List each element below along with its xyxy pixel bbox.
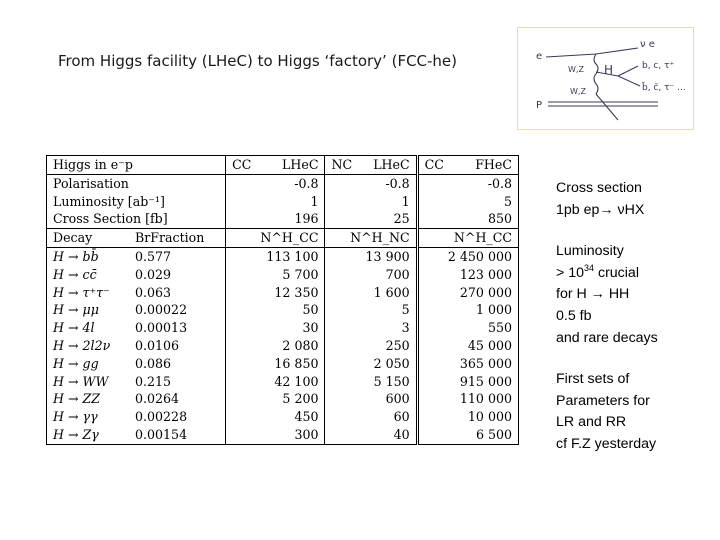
higgs-event-table: Higgs in e⁻p CC LHeC NC LHeC CC FHeC Polari… [46,155,519,445]
table-row: H → gg 0.086 16 850 2 050 365 000 [47,354,519,373]
diagram-label-wz-bottom: W,Z [570,87,586,96]
header-cc-fhec: CC FHeC [415,155,519,175]
diagram-label-bbar: b̄, c̄, τ⁻ ... [641,81,685,93]
diagram-label-nu: ν e [640,39,655,50]
note-luminosity: Luminosity > 1034 crucial for H → HH 0.5… [556,243,658,346]
header-n-cc: N^H_CC [225,228,325,248]
feynman-diagram-sketch: e ν e W,Z H b, c, τ⁺ b̄, c̄, τ⁻ ... W,Z … [536,39,686,121]
table-row: H → μμ 0.00022 50 5 1 000 [47,301,519,320]
header-n-cc-fhec: N^H_CC [415,228,519,248]
table-row: H → 4l 0.00013 30 3 550 [47,319,519,337]
table-row: H → WW 0.215 42 100 5 150 915 000 [47,372,519,391]
header-n-nc: N^H_NC [324,228,418,248]
table-row: H → 2l2ν 0.0106 2 080 250 45 000 [47,336,519,355]
note-parameters: First sets of Parameters for LR and RR c… [556,371,657,452]
table-row: H → cc̄ 0.029 5 700 700 123 000 [47,265,519,284]
header-brfraction: BrFraction [135,230,205,246]
header-higgs-in-ep: Higgs in e⁻p [46,155,226,175]
table-row: H → γγ 0.00228 450 60 10 000 [47,408,519,426]
diagram-label-h: H [604,63,613,77]
table-row: H → bb̄ 0.577 113 100 13 900 2 450 000 [47,247,519,266]
feynman-diagram: e ν e W,Z H b, c, τ⁺ b̄, c̄, τ⁻ ... W,Z … [517,27,694,130]
table-row: Cross Section [fb] 196 25 850 [46,210,519,230]
diagram-label-wz-top: W,Z [568,65,584,74]
side-notes: Cross section 1pb ep→ νHX Luminosity > 1… [556,178,716,476]
table-row: H → Zγ 0.00154 300 40 6 500 [47,425,519,445]
table-row: H → ZZ 0.0264 5 200 600 110 000 [47,390,519,409]
slide-title: From Higgs facility (LHeC) to Higgs ‘fac… [58,52,458,70]
diagram-label-bct: b, c, τ⁺ [642,61,675,71]
header-nc-lhec: NC LHeC [324,155,418,175]
decay-header-row: Decay BrFraction N^H_CC N^H_NC N^H_CC [46,228,519,248]
diagram-label-p: P [536,100,542,111]
diagram-label-e: e [536,51,542,62]
table-row: Polarisation -0.8 -0.8 -0.8 [47,174,519,193]
table-header-row: Higgs in e⁻p CC LHeC NC LHeC CC FHeC [46,155,519,175]
note-cross-section: Cross section 1pb ep→ νHX [556,180,645,218]
table-row: Luminosity [ab⁻¹] 1 1 5 [47,192,519,211]
header-cc-lhec: CC LHeC [225,155,325,175]
header-decay: Decay [53,230,93,246]
table-row: H → τ⁺τ⁻ 0.063 12 350 1 600 270 000 [47,283,519,302]
